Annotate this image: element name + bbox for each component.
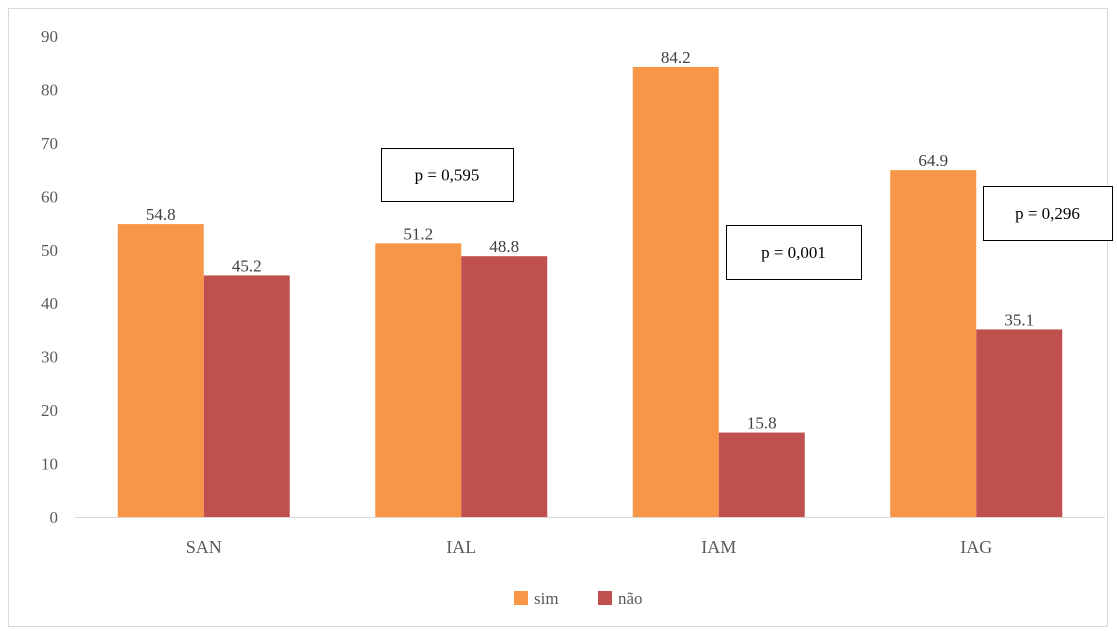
y-tick-label: 10 (41, 455, 58, 474)
p-value-text: p = 0,595 (415, 166, 480, 185)
p-value-box: p = 0,001 (726, 225, 862, 280)
data-label: 48.8 (489, 237, 519, 256)
legend-swatch-sim (514, 591, 528, 605)
p-value-box-border (983, 186, 1113, 241)
y-tick-label: 70 (41, 134, 58, 153)
bar-ial-nao (461, 256, 548, 517)
y-tick-label: 30 (41, 348, 58, 367)
y-axis-ticks: 0 10 20 30 40 50 60 70 80 90 (41, 27, 58, 527)
p-value-text: p = 0,001 (761, 243, 826, 262)
y-tick-label: 40 (41, 294, 58, 313)
bar-san-sim (117, 224, 204, 517)
legend-swatch-nao (598, 591, 612, 605)
y-tick-label: 50 (41, 241, 58, 260)
bar-iag-sim (890, 170, 977, 517)
data-label: 35.1 (1004, 310, 1034, 329)
category-label: IAL (446, 537, 476, 557)
bar-san-nao (203, 275, 290, 517)
bars (117, 66, 1063, 518)
bar-ial-sim (375, 243, 462, 517)
y-tick-label: 80 (41, 80, 58, 99)
category-labels: SAN IAL IAM IAG (186, 537, 993, 557)
data-label: 64.9 (918, 151, 948, 170)
legend-label-nao: não (618, 589, 643, 608)
data-label: 15.8 (747, 414, 777, 433)
p-value-box-border (381, 148, 514, 202)
data-label: 51.2 (403, 224, 433, 243)
y-tick-label: 0 (50, 508, 59, 527)
bar-iam-nao (718, 432, 805, 517)
y-tick-label: 60 (41, 187, 58, 206)
bar-iag-nao (976, 329, 1063, 517)
p-value-box: p = 0,296 (983, 186, 1113, 241)
category-label: IAG (960, 537, 992, 557)
p-value-box-border (726, 225, 862, 280)
data-label: 45.2 (232, 256, 262, 275)
p-value-annotations: p = 0,595 p = 0,001 p = 0,296 (381, 148, 1113, 280)
y-tick-label: 20 (41, 401, 58, 420)
y-tick-label: 90 (41, 27, 58, 46)
p-value-box: p = 0,595 (381, 148, 514, 202)
legend-label-sim: sim (534, 589, 559, 608)
category-label: IAM (701, 537, 736, 557)
bar-iam-sim (632, 66, 719, 518)
data-label: 84.2 (661, 48, 691, 67)
data-labels: 54.8 45.2 51.2 48.8 84.2 15.8 64.9 35.1 (146, 48, 1034, 433)
data-label: 54.8 (146, 205, 176, 224)
category-label: SAN (186, 537, 222, 557)
legend: sim não (514, 589, 643, 608)
chart-frame (8, 8, 1108, 627)
p-value-text: p = 0,296 (1015, 204, 1080, 223)
